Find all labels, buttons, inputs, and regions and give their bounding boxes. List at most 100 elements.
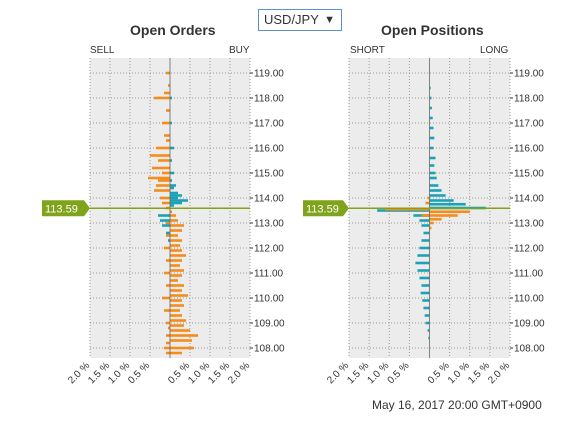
bar xyxy=(425,201,430,205)
y-tick-label: 113.00 xyxy=(254,219,284,230)
bar xyxy=(166,259,170,262)
y-tick-label: 109.00 xyxy=(254,319,285,330)
y-tick-label: 117.00 xyxy=(254,119,284,130)
bar xyxy=(170,234,178,237)
x-tick-label: 2.0 % xyxy=(226,360,252,386)
bar xyxy=(170,214,176,217)
bar xyxy=(166,234,170,237)
x-tick-label: 0.5 % xyxy=(126,360,152,386)
current-price-marker xyxy=(303,200,349,217)
bar xyxy=(429,214,458,217)
bar xyxy=(170,186,174,190)
x-tick-label: 1.0 % xyxy=(106,360,132,386)
bar xyxy=(170,304,184,307)
bar xyxy=(170,324,184,327)
y-tick-label: 116.00 xyxy=(254,144,284,155)
x-tick-label: 2.0 % xyxy=(66,360,92,386)
bar xyxy=(170,274,182,277)
bar xyxy=(170,194,182,197)
y-tick-label: 115.00 xyxy=(514,169,544,180)
bar xyxy=(170,319,186,322)
bar xyxy=(429,136,435,140)
bar xyxy=(162,296,170,300)
y-tick-label: 112.00 xyxy=(254,244,284,255)
x-tick-label: 0.5 % xyxy=(166,360,192,386)
bar xyxy=(429,96,432,100)
long-label: LONG xyxy=(480,45,509,56)
bar xyxy=(170,121,172,125)
bar xyxy=(417,269,430,272)
bar xyxy=(170,249,182,252)
bar xyxy=(170,244,180,247)
bar xyxy=(158,179,170,182)
bar xyxy=(422,299,430,302)
bar xyxy=(162,121,170,125)
bar xyxy=(166,334,170,337)
bar xyxy=(429,184,439,187)
bar xyxy=(424,314,430,317)
x-tick-label: 1.5 % xyxy=(466,360,492,386)
bar xyxy=(421,214,430,217)
bar xyxy=(166,341,170,345)
buy-label: BUY xyxy=(229,45,250,56)
bar xyxy=(148,176,170,180)
bar xyxy=(170,179,172,182)
bar xyxy=(427,329,430,332)
bar xyxy=(166,351,170,355)
bar xyxy=(429,189,442,192)
bar xyxy=(164,346,170,350)
bar xyxy=(429,199,454,202)
bar xyxy=(170,294,188,297)
bar xyxy=(164,91,170,95)
bar xyxy=(166,71,170,75)
dropdown-arrow-icon: ▼ xyxy=(324,14,335,26)
y-tick-label: 118.00 xyxy=(254,94,284,105)
currency-pair-value: USD/JPY xyxy=(264,12,319,27)
bar xyxy=(164,246,170,250)
x-tick-label: 1.5 % xyxy=(345,360,371,386)
bar xyxy=(166,321,170,325)
bar xyxy=(429,221,434,225)
current-price-label: 113.59 xyxy=(306,203,339,215)
bar xyxy=(170,269,184,272)
bar xyxy=(166,139,170,142)
x-tick-label: 1.0 % xyxy=(186,360,212,386)
bar xyxy=(429,210,470,214)
bar xyxy=(170,239,182,242)
bar xyxy=(162,171,170,175)
bar xyxy=(154,189,170,192)
bar xyxy=(420,291,430,295)
bar xyxy=(170,284,184,287)
bar xyxy=(170,146,174,150)
bar xyxy=(170,159,172,162)
bar xyxy=(150,154,170,157)
y-tick-label: 108.00 xyxy=(254,344,285,355)
sell-label: SELL xyxy=(90,45,115,56)
bar xyxy=(170,346,194,350)
bar xyxy=(419,276,430,280)
bar xyxy=(170,224,184,227)
bar xyxy=(427,196,430,200)
bar xyxy=(170,199,188,202)
bar xyxy=(162,201,170,205)
bar xyxy=(170,351,182,355)
bar xyxy=(170,309,180,312)
bar xyxy=(156,184,170,187)
x-tick-label: 2.0 % xyxy=(325,360,351,386)
bar xyxy=(170,259,182,262)
bar xyxy=(429,226,432,230)
bar xyxy=(170,219,178,222)
currency-pair-select[interactable]: USD/JPY ▼ xyxy=(258,9,342,31)
bar xyxy=(415,261,430,265)
bar xyxy=(419,219,430,222)
bar xyxy=(170,289,182,292)
y-tick-label: 114.00 xyxy=(254,194,284,205)
bar xyxy=(170,210,172,214)
bar xyxy=(158,214,170,217)
y-tick-label: 114.00 xyxy=(514,194,544,205)
x-tick-label: 1.0 % xyxy=(366,360,392,386)
bar xyxy=(166,284,170,287)
bar xyxy=(164,309,170,312)
y-tick-label: 116.00 xyxy=(514,144,544,155)
bar xyxy=(425,321,430,325)
